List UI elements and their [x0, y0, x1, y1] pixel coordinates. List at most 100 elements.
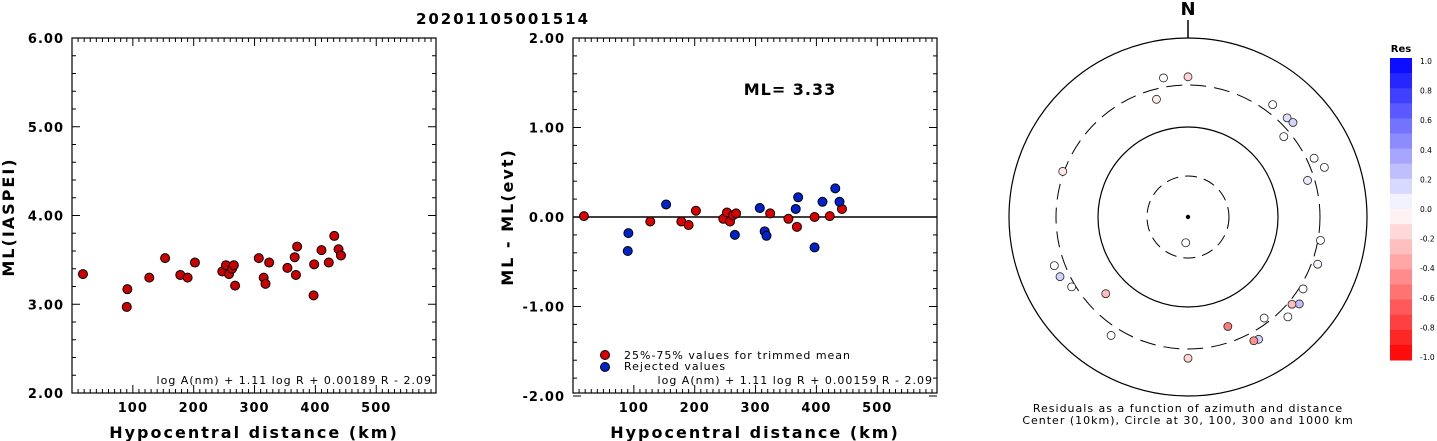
left-y-ticks: 6.00 5.00 4.00 3.00 2.00	[28, 32, 436, 402]
rejected-data-point	[622, 246, 633, 257]
colorbar-tick-label: 0.6	[1420, 116, 1432, 125]
left-data-point	[316, 245, 327, 256]
left-points	[77, 230, 346, 312]
polar-residual-point	[1283, 312, 1293, 322]
rejected-data-point	[754, 203, 765, 214]
middle-x-tick-label: 500	[862, 401, 892, 416]
left-x-tick-label: 400	[300, 401, 330, 416]
middle-x-tick-label: 200	[680, 401, 710, 416]
polar-residual-point	[1288, 118, 1298, 127]
middle-x-ticks: 100 200 300 400 500	[578, 38, 933, 416]
left-x-ticks: 100 200 300 400 500	[77, 38, 432, 416]
left-data-point	[308, 290, 319, 301]
left-data-point	[292, 241, 303, 252]
legend-rejected-label: Rejected values	[624, 360, 726, 373]
legend-used-marker	[600, 350, 610, 360]
left-data-point	[282, 262, 293, 273]
colorbar: Res 1.0 0.8 0.6 0.4 0.2 0.0 -0.2 -0.4 -0.6 -0.8 -1…	[1390, 44, 1435, 362]
middle-y-tick-label: -2.00	[523, 390, 565, 405]
left-data-point	[189, 257, 200, 268]
colorbar-tick-label: -0.6	[1420, 294, 1435, 303]
colorbar-tick-label: 0.8	[1420, 87, 1432, 96]
left-y-axis-title: ML(IASPEI)	[0, 157, 18, 276]
rejected-data-point	[729, 229, 740, 240]
ring-100km	[1097, 126, 1279, 308]
colorbar-cell	[1390, 224, 1412, 240]
polar-residual-point	[1287, 299, 1297, 309]
polar-points	[1049, 72, 1329, 363]
rejected-data-point	[809, 242, 820, 253]
colorbar-cell	[1390, 344, 1412, 361]
left-plot-frame	[71, 37, 437, 394]
polar-residual-point	[1183, 353, 1193, 363]
left-data-point	[122, 284, 133, 295]
polar-residual-point	[1152, 94, 1161, 104]
ring-1000km	[1008, 37, 1368, 397]
colorbar-cell	[1390, 133, 1412, 150]
colorbar-cell	[1390, 299, 1412, 316]
left-plot: 6.00 5.00 4.00 3.00 2.00 100 200 300 400 500 log…	[0, 32, 437, 441]
legend-rejected-marker	[600, 362, 610, 372]
left-data-point	[160, 253, 171, 264]
colorbar-title: Res	[1391, 44, 1411, 55]
middle-x-tick-label: 100	[619, 401, 649, 416]
colorbar-cell	[1390, 314, 1412, 331]
colorbar-cell	[1390, 163, 1412, 180]
left-x-axis-title: Hypocentral distance (km)	[109, 423, 399, 441]
rejected-data-point	[817, 196, 828, 207]
middle-y-tick-label: 1.00	[529, 122, 565, 137]
ml-value: ML= 3.33	[744, 80, 837, 99]
colorbar-tick-label: 1.0	[1420, 57, 1432, 66]
center-dot	[1185, 214, 1191, 220]
middle-points	[578, 183, 847, 257]
left-data-point	[77, 269, 88, 280]
used-data-point	[765, 208, 776, 219]
polar-plot: N Residuals as a function of azimuth and…	[1008, 0, 1368, 427]
left-data-point	[290, 269, 301, 280]
left-data-point	[144, 272, 155, 283]
colorbar-cell	[1390, 103, 1412, 119]
polar-residual-point	[1313, 259, 1323, 269]
left-data-point	[228, 260, 239, 271]
left-data-point	[335, 250, 346, 261]
middle-y-tick-label: 0.00	[529, 211, 565, 226]
polar-caption-2: Center (10km), Circle at 30, 100, 300 an…	[1022, 414, 1353, 427]
left-x-tick-label: 100	[118, 401, 148, 416]
colorbar-cell	[1390, 73, 1412, 89]
left-y-tick-label: 3.00	[28, 298, 64, 313]
middle-plot-frame	[572, 37, 938, 394]
left-data-point	[289, 252, 300, 263]
rejected-data-point	[834, 196, 845, 207]
event-title: 20201105001514	[416, 10, 590, 28]
polar-residual-point	[1279, 132, 1289, 142]
middle-plot: 2.00 1.00 0.00 -1.00 -2.00 100 200 300 400 500 M…	[498, 32, 938, 441]
polar-residual-point	[1159, 73, 1168, 83]
left-data-point	[309, 259, 320, 270]
used-data-point	[690, 205, 701, 216]
colorbar-cell	[1390, 254, 1412, 270]
used-data-point	[683, 220, 694, 231]
colorbar-tick-label: -0.4	[1420, 264, 1435, 273]
colorbar-tick-label: 0.4	[1420, 146, 1432, 155]
colorbar-cell	[1390, 58, 1412, 74]
colorbar-cell	[1390, 209, 1412, 225]
colorbar-tick-label: 0.2	[1420, 175, 1432, 184]
middle-x-axis-title: Hypocentral distance (km)	[610, 423, 900, 441]
middle-y-axis-title: ML - ML(evt)	[498, 148, 517, 286]
polar-residual-point	[1055, 272, 1065, 282]
polar-residual-point	[1309, 153, 1319, 163]
colorbar-cell	[1390, 239, 1412, 255]
polar-residual-point	[1268, 100, 1278, 110]
polar-residual-point	[1282, 113, 1292, 123]
left-data-point	[329, 230, 340, 241]
left-data-point	[121, 301, 132, 312]
used-data-point	[731, 208, 742, 219]
polar-residual-point	[1303, 176, 1312, 185]
polar-residual-point	[1101, 289, 1111, 299]
used-data-point	[578, 211, 589, 222]
polar-residual-point	[1049, 261, 1059, 271]
rejected-data-point	[790, 203, 801, 214]
left-data-point	[182, 272, 193, 283]
left-x-tick-label: 200	[179, 401, 209, 416]
polar-residual-point	[1067, 282, 1077, 292]
